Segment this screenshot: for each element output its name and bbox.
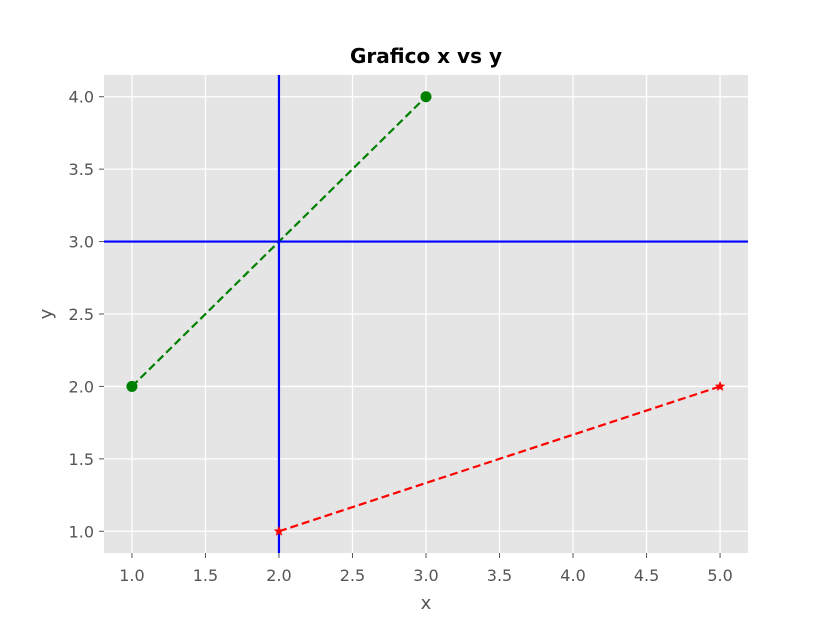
y-tick-label-2: 2.0 <box>69 377 94 396</box>
series-1-line <box>278 385 721 533</box>
markers <box>126 91 726 536</box>
y-tick-label-6: 4.0 <box>69 88 94 107</box>
y-tick-label-0: 1.0 <box>69 522 94 541</box>
x-tick-label-3: 2.5 <box>340 566 365 585</box>
x-tick-label-6: 4.0 <box>560 566 585 585</box>
x-axis-label: x <box>421 593 432 614</box>
x-axis-ticks: 1.0 1.5 2.0 2.5 3.0 3.5 4.0 4.5 5.0 <box>119 553 733 585</box>
y-tick-label-5: 3.5 <box>69 160 94 179</box>
series-1-point-0 <box>273 525 285 536</box>
x-tick-label-1: 1.5 <box>193 566 218 585</box>
x-tick-label-0: 1.0 <box>119 566 144 585</box>
x-tick-label-2: 2.0 <box>266 566 291 585</box>
y-axis-ticks: 1.0 1.5 2.0 2.5 3.0 3.5 4.0 <box>69 88 104 541</box>
y-tick-label-1: 1.5 <box>69 450 94 469</box>
chart-title: Grafico x vs y <box>350 44 502 68</box>
series-0-point-0 <box>126 380 138 392</box>
y-tick-label-4: 3.0 <box>69 233 94 252</box>
reference-lines <box>104 75 748 553</box>
series-1-point-1 <box>714 380 726 391</box>
x-tick-label-7: 4.5 <box>634 566 659 585</box>
x-tick-label-8: 5.0 <box>707 566 732 585</box>
y-axis-label: y <box>36 308 57 319</box>
series-0-point-1 <box>420 91 432 103</box>
y-tick-label-3: 2.5 <box>69 305 94 324</box>
x-tick-label-5: 3.5 <box>487 566 512 585</box>
x-tick-label-4: 3.0 <box>413 566 438 585</box>
